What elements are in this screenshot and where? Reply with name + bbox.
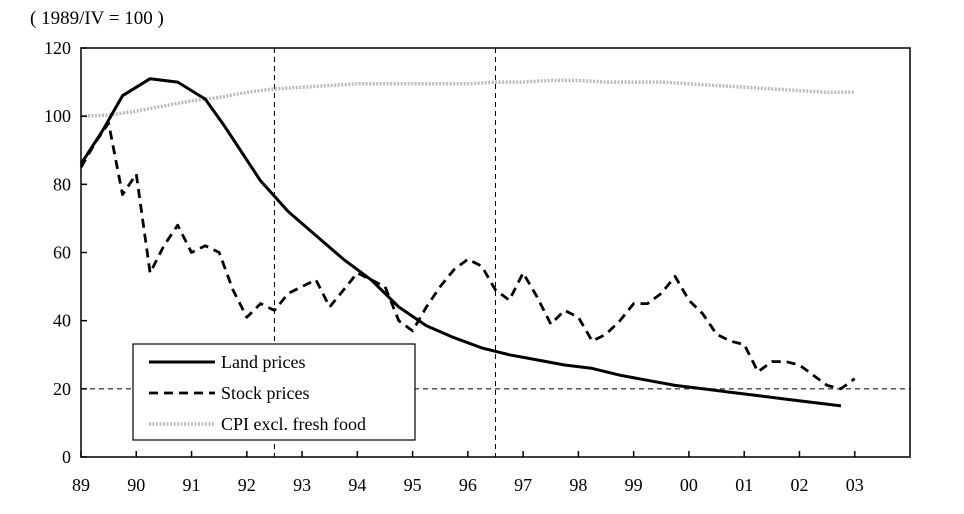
y-tick-label: 20 <box>53 379 71 399</box>
series-lines <box>79 77 856 408</box>
x-tick-label: 97 <box>514 475 532 495</box>
x-tick-label: 91 <box>183 475 201 495</box>
x-tick-label: 03 <box>846 475 864 495</box>
legend-label: CPI excl. fresh food <box>221 414 366 434</box>
legend-label: Stock prices <box>221 383 309 403</box>
x-tick-label: 98 <box>569 475 587 495</box>
y-axis: 0 20 40 60 80 100 120 <box>44 38 87 467</box>
legend-label: Land prices <box>221 352 305 372</box>
unit-note: ( 1989/IV = 100 ) <box>30 8 164 29</box>
y-tick-label: 0 <box>62 447 71 467</box>
x-axis: 89 90 91 92 93 94 95 96 97 98 99 00 01 02 03 <box>72 451 864 495</box>
x-tick-label: 01 <box>735 475 753 495</box>
series-line-cpi-excl-fresh-food <box>80 78 855 118</box>
series-line-stock-prices <box>79 121 856 391</box>
y-tick-label: 120 <box>44 38 71 58</box>
x-tick-label: 96 <box>459 475 477 495</box>
x-tick-label: 02 <box>790 475 808 495</box>
y-tick-label: 80 <box>53 174 71 194</box>
y-tick-label: 60 <box>53 243 71 263</box>
x-tick-label: 93 <box>293 475 311 495</box>
x-tick-label: 95 <box>404 475 422 495</box>
x-tick-label: 89 <box>72 475 90 495</box>
x-tick-label: 94 <box>348 475 366 495</box>
legend: Land prices Stock prices CPI excl. fresh f… <box>132 343 416 441</box>
y-tick-label: 40 <box>53 311 71 331</box>
y-tick-label: 100 <box>44 106 71 126</box>
series-line-land-prices <box>79 77 842 408</box>
x-tick-label: 99 <box>625 475 643 495</box>
x-tick-label: 00 <box>680 475 698 495</box>
x-tick-label: 90 <box>127 475 145 495</box>
x-tick-label: 92 <box>238 475 256 495</box>
